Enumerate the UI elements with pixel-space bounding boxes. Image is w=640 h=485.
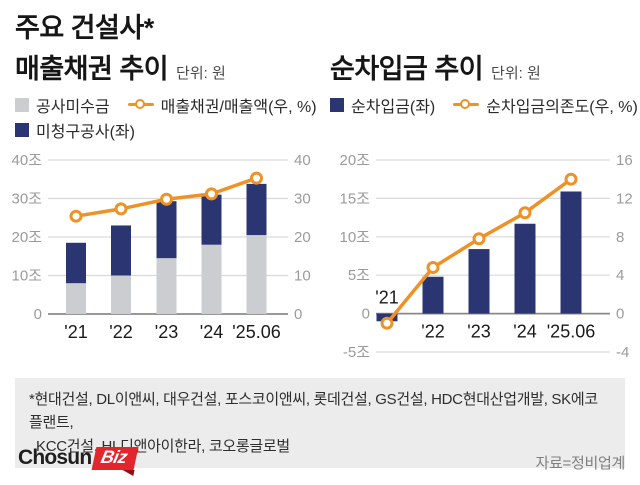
orange-line-marker-icon	[453, 98, 480, 112]
line-point-marker	[114, 202, 128, 216]
navy-square-icon	[330, 97, 344, 112]
x-axis-label: '23	[155, 322, 178, 342]
legend-row: 순차입금(좌) 순차입금의존도(우, %)	[330, 92, 638, 117]
gray-square-icon	[15, 97, 29, 112]
line-point-marker	[518, 206, 532, 220]
netdebt-title-text: 순차입금 추이	[330, 54, 484, 84]
line-series	[69, 171, 263, 223]
x-axis-label: '24	[513, 322, 536, 342]
legend-item-navy-bar: 순차입금(좌)	[330, 93, 435, 117]
source-credit: 자료=정비업계	[535, 455, 626, 472]
netdebt-chart: 20조 16 15조 12 10조 8 5조 4 0 0 -5조 -4 '21 '22 '23 '24 '25.…	[340, 152, 633, 361]
receivables-chart-title: 매출채권 추이 단위: 원	[15, 47, 226, 86]
x-axis-labels: '21 '22 '23 '24 '25.06	[375, 288, 595, 342]
netdebt-chart-title: 순차입금 추이 단위: 원	[330, 47, 541, 86]
legend-label: 공사미수금	[36, 98, 110, 116]
x-axis-label: '21	[375, 288, 398, 308]
netdebt-legend: 순차입금(좌) 순차입금의존도(우, %)	[330, 92, 638, 117]
netdebt-unit-label: 단위: 원	[491, 65, 541, 82]
bar-segment	[246, 235, 267, 314]
legend-row: 미청구공사(좌)	[15, 117, 325, 142]
line-series	[380, 172, 578, 330]
left-axis-tick-label: 30조	[12, 191, 43, 208]
x-axis-label: '25.06	[547, 322, 595, 342]
bar-segment	[111, 225, 131, 276]
x-axis-label: '21	[64, 322, 87, 342]
logo-biz-text: Biz	[99, 446, 130, 467]
footnote-line: *현대건설, DL이앤씨, 대우건설, 포스코이앤씨, 롯데건설, GS건설, …	[29, 391, 598, 432]
left-axis-tick-label: 5조	[348, 267, 370, 284]
bar-segment	[156, 258, 177, 314]
x-axis-labels: '21 '22 '23 '24 '25.06	[64, 322, 280, 342]
bar-segment	[66, 283, 86, 314]
left-axis-tick-label: 15조	[340, 190, 371, 207]
bar-segment	[201, 244, 222, 314]
right-axis-tick-label: 12	[616, 190, 633, 207]
receivables-title-text: 매출채권 추이	[15, 54, 169, 84]
right-axis-tick-label: 0	[294, 306, 302, 323]
main-title: 주요 건설사*	[15, 13, 154, 43]
right-axis-tick-label: 0	[616, 306, 624, 323]
legend-label: 순차입금(좌)	[351, 98, 436, 116]
navy-square-icon	[15, 122, 29, 137]
bar-segment	[66, 242, 86, 284]
right-axis-tick-label: 40	[294, 152, 311, 169]
line-point-marker	[380, 316, 394, 330]
bar-series	[66, 183, 267, 314]
x-axis-label: '22	[421, 322, 444, 342]
bar-segment	[514, 223, 536, 314]
legend-item-navy-bar: 미청구공사(좌)	[15, 118, 135, 142]
bar-segment	[246, 183, 267, 236]
bar-segment	[111, 275, 131, 314]
line-point-marker	[426, 261, 440, 275]
receivables-legend: 공사미수금 매출채권/매출액(우, %) 미청구공사(좌)	[15, 92, 325, 142]
line-point-marker	[564, 172, 578, 186]
left-axis-tick-label: 0	[362, 306, 370, 323]
right-axis-tick-label: 8	[616, 229, 624, 246]
line-point-marker	[160, 192, 173, 206]
logo-chosun-text: Chosun	[18, 446, 92, 469]
bar-segment	[201, 194, 222, 245]
logo-biz-flag-icon: Biz	[91, 446, 139, 470]
bar-segment	[156, 201, 177, 259]
chosunbiz-logo: Chosun Biz	[18, 446, 139, 470]
legend-label: 미청구공사(좌)	[36, 123, 135, 141]
x-axis-label: '24	[200, 322, 223, 342]
x-axis-label: '22	[109, 322, 132, 342]
line-point-marker	[69, 209, 83, 223]
right-axis-tick-label: 30	[294, 191, 311, 208]
left-axis-tick-label: 10조	[340, 229, 371, 246]
legend-item-gray-bar: 공사미수금	[15, 93, 110, 117]
left-axis-tick-label: 40조	[12, 152, 43, 169]
legend-item-ratio-line: 순차입금의존도(우, %)	[453, 93, 638, 117]
left-axis-tick-label: -5조	[343, 344, 370, 361]
orange-line-marker-icon	[127, 98, 154, 112]
legend-label: 매출채권/매출액(우, %)	[160, 98, 317, 116]
bar-series	[376, 191, 582, 322]
legend-row: 공사미수금 매출채권/매출액(우, %)	[15, 92, 325, 117]
line-point-marker	[472, 232, 486, 246]
bar-segment	[560, 191, 582, 314]
right-axis-tick-label: 4	[616, 267, 624, 284]
legend-item-ratio-line: 매출채권/매출액(우, %)	[127, 93, 317, 117]
left-axis-tick-label: 20조	[12, 229, 43, 246]
line-point-marker	[250, 171, 263, 185]
left-axis-tick-label: 10조	[12, 268, 43, 285]
right-axis-tick-label: 20	[294, 229, 311, 246]
line-point-marker	[205, 187, 218, 201]
left-axis-tick-label: 0	[34, 306, 42, 323]
bar-segment	[468, 249, 490, 314]
right-axis-tick-label: 10	[294, 268, 311, 285]
receivables-unit-label: 단위: 원	[176, 65, 226, 82]
receivables-chart: 40조 40 30조 30 20조 20 10조 10 0 0 '21 '22 '23 '24 '25.06	[12, 152, 311, 342]
right-axis-tick-label: 16	[616, 152, 633, 169]
right-axis-tick-label: -4	[616, 344, 629, 361]
x-axis-label: '23	[467, 322, 490, 342]
left-axis-tick-label: 20조	[340, 152, 371, 169]
x-axis-label: '25.06	[232, 322, 280, 342]
legend-label: 순차입금의존도(우, %)	[486, 98, 638, 116]
bar-segment	[422, 276, 444, 314]
